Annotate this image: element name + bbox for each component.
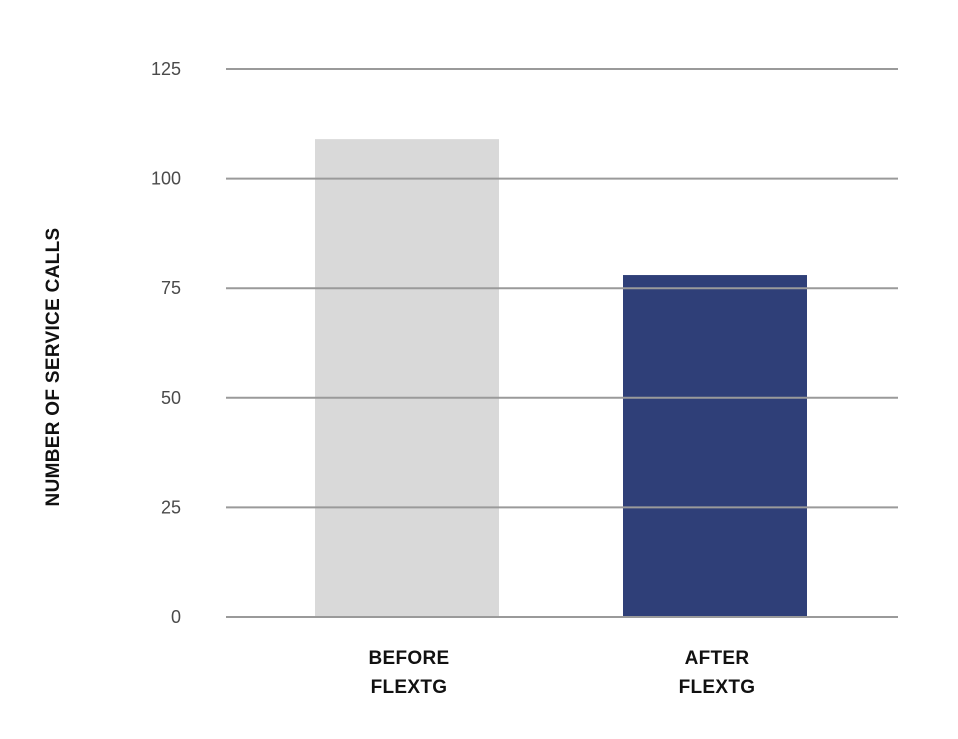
y-axis-ticks: 0 25 50 75 100 125 [151,59,181,627]
y-tick-label-25: 25 [161,497,181,517]
x-category-label-after-flextg: AFTER FLEXTG [679,648,756,698]
gridlines-layer [226,68,898,618]
bars-layer [315,139,807,618]
x-axis-categories: BEFORE FLEXTG AFTER FLEXTG [369,648,756,698]
y-tick-label-125: 125 [151,59,181,79]
bar-before-flextg [315,139,499,618]
y-tick-label-0: 0 [171,607,181,627]
y-tick-label-50: 50 [161,388,181,408]
y-tick-label-100: 100 [151,169,181,189]
y-tick-label-75: 75 [161,278,181,298]
y-axis-title: NUMBER OF SERVICE CALLS [43,228,64,507]
x-category-label-before-flextg: BEFORE FLEXTG [369,648,450,698]
bar-after-flextg [623,275,807,617]
